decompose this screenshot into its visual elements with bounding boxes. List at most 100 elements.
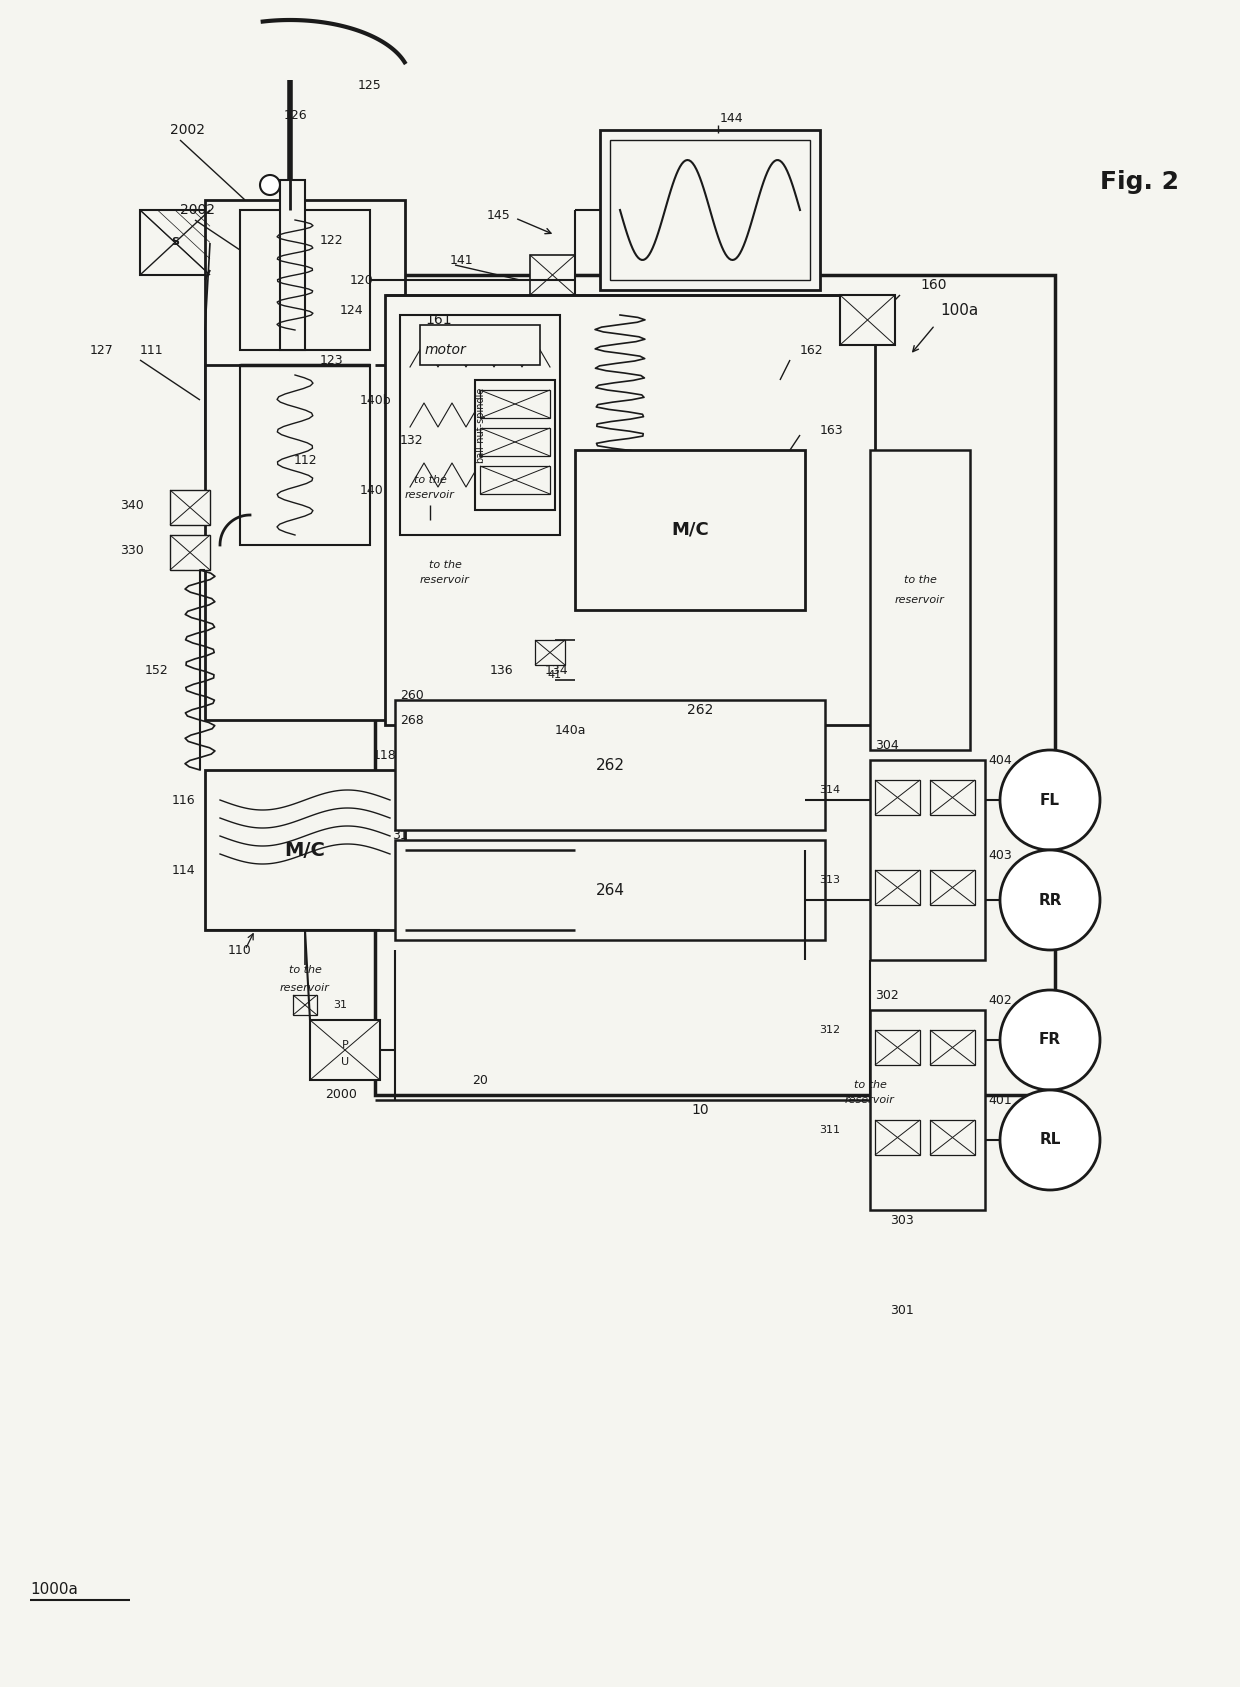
- Circle shape: [999, 1090, 1100, 1189]
- Text: 311: 311: [818, 1125, 839, 1135]
- Text: 314: 314: [818, 784, 839, 795]
- Text: to the: to the: [414, 476, 446, 484]
- Text: M/C: M/C: [284, 840, 325, 859]
- Bar: [241, 209, 370, 349]
- Bar: [930, 1031, 975, 1064]
- Bar: [870, 761, 985, 960]
- Text: 262: 262: [687, 703, 713, 717]
- Text: Fig. 2: Fig. 2: [1100, 170, 1179, 194]
- Bar: [875, 1031, 920, 1064]
- Bar: [170, 489, 210, 525]
- Text: 141: 141: [450, 253, 474, 267]
- Bar: [930, 870, 975, 904]
- Text: 127: 127: [91, 344, 114, 356]
- Text: 313: 313: [818, 876, 839, 886]
- Bar: [480, 466, 551, 494]
- Text: 10: 10: [691, 1103, 709, 1117]
- Text: 112: 112: [293, 454, 316, 467]
- Bar: [529, 255, 575, 295]
- Bar: [170, 535, 210, 570]
- Bar: [875, 1120, 920, 1156]
- Text: 41: 41: [548, 670, 562, 680]
- Text: 163: 163: [820, 423, 843, 437]
- Text: 124: 124: [340, 304, 363, 317]
- Text: 2002: 2002: [180, 202, 215, 218]
- Text: to the: to the: [429, 560, 461, 570]
- Text: reservoir: reservoir: [280, 984, 330, 994]
- Circle shape: [999, 751, 1100, 850]
- Text: reservoir: reservoir: [846, 1095, 895, 1105]
- Bar: [205, 201, 405, 720]
- Text: 2000: 2000: [325, 1088, 357, 1102]
- Bar: [930, 1120, 975, 1156]
- Bar: [575, 450, 805, 611]
- Text: 31: 31: [334, 1000, 347, 1011]
- Circle shape: [260, 175, 280, 196]
- Text: ball-nut-spindle: ball-nut-spindle: [475, 386, 485, 464]
- Text: 312: 312: [818, 1026, 839, 1036]
- Bar: [839, 295, 895, 346]
- Text: 161: 161: [425, 314, 451, 327]
- Bar: [875, 779, 920, 815]
- Text: 404: 404: [988, 754, 1012, 766]
- Text: 20: 20: [472, 1073, 487, 1086]
- Text: 162: 162: [800, 344, 823, 356]
- Bar: [396, 700, 825, 830]
- Text: 145: 145: [486, 209, 510, 221]
- Bar: [401, 315, 560, 535]
- Bar: [310, 1021, 379, 1080]
- Text: 100a: 100a: [940, 302, 978, 317]
- Text: 340: 340: [120, 498, 144, 511]
- Circle shape: [999, 850, 1100, 950]
- Bar: [600, 130, 820, 290]
- Bar: [293, 995, 317, 1016]
- Bar: [374, 275, 1055, 1095]
- Text: 303: 303: [890, 1213, 914, 1226]
- Bar: [875, 870, 920, 904]
- Text: 401: 401: [988, 1093, 1012, 1107]
- Bar: [396, 840, 825, 940]
- Text: FL: FL: [1040, 793, 1060, 808]
- Text: motor: motor: [425, 342, 466, 358]
- Text: reservoir: reservoir: [895, 596, 945, 606]
- Text: 111: 111: [140, 344, 164, 356]
- Text: 126: 126: [283, 108, 306, 121]
- Text: 120: 120: [350, 273, 373, 287]
- Text: 31: 31: [392, 828, 408, 842]
- Bar: [534, 639, 565, 665]
- Text: 260: 260: [401, 688, 424, 702]
- Text: 2002: 2002: [170, 123, 205, 137]
- Bar: [420, 326, 539, 364]
- Text: 301: 301: [890, 1304, 914, 1316]
- Text: 132: 132: [401, 434, 424, 447]
- Text: 116: 116: [171, 793, 195, 806]
- Bar: [140, 209, 210, 275]
- Text: 402: 402: [988, 994, 1012, 1007]
- Bar: [384, 295, 875, 725]
- Text: 302: 302: [875, 989, 899, 1002]
- Text: S: S: [171, 236, 179, 246]
- Text: 330: 330: [120, 543, 144, 557]
- Circle shape: [999, 990, 1100, 1090]
- Bar: [480, 428, 551, 455]
- Text: reservoir: reservoir: [405, 489, 455, 499]
- Bar: [480, 390, 551, 418]
- Text: 140a: 140a: [556, 724, 587, 737]
- Text: U: U: [341, 1058, 350, 1066]
- Text: 152: 152: [145, 663, 169, 676]
- Text: 144: 144: [720, 111, 744, 125]
- Text: M/C: M/C: [671, 521, 709, 540]
- Text: 125: 125: [358, 79, 382, 91]
- Text: to the: to the: [904, 575, 936, 585]
- Text: 160: 160: [920, 278, 946, 292]
- Text: 262: 262: [595, 757, 625, 773]
- Bar: [475, 380, 556, 509]
- Text: 1000a: 1000a: [30, 1582, 78, 1598]
- Bar: [870, 450, 970, 751]
- Bar: [280, 181, 305, 349]
- Text: 136: 136: [490, 663, 513, 676]
- Text: 123: 123: [320, 354, 343, 366]
- Bar: [930, 779, 975, 815]
- Text: 264: 264: [595, 882, 625, 897]
- Bar: [205, 769, 405, 930]
